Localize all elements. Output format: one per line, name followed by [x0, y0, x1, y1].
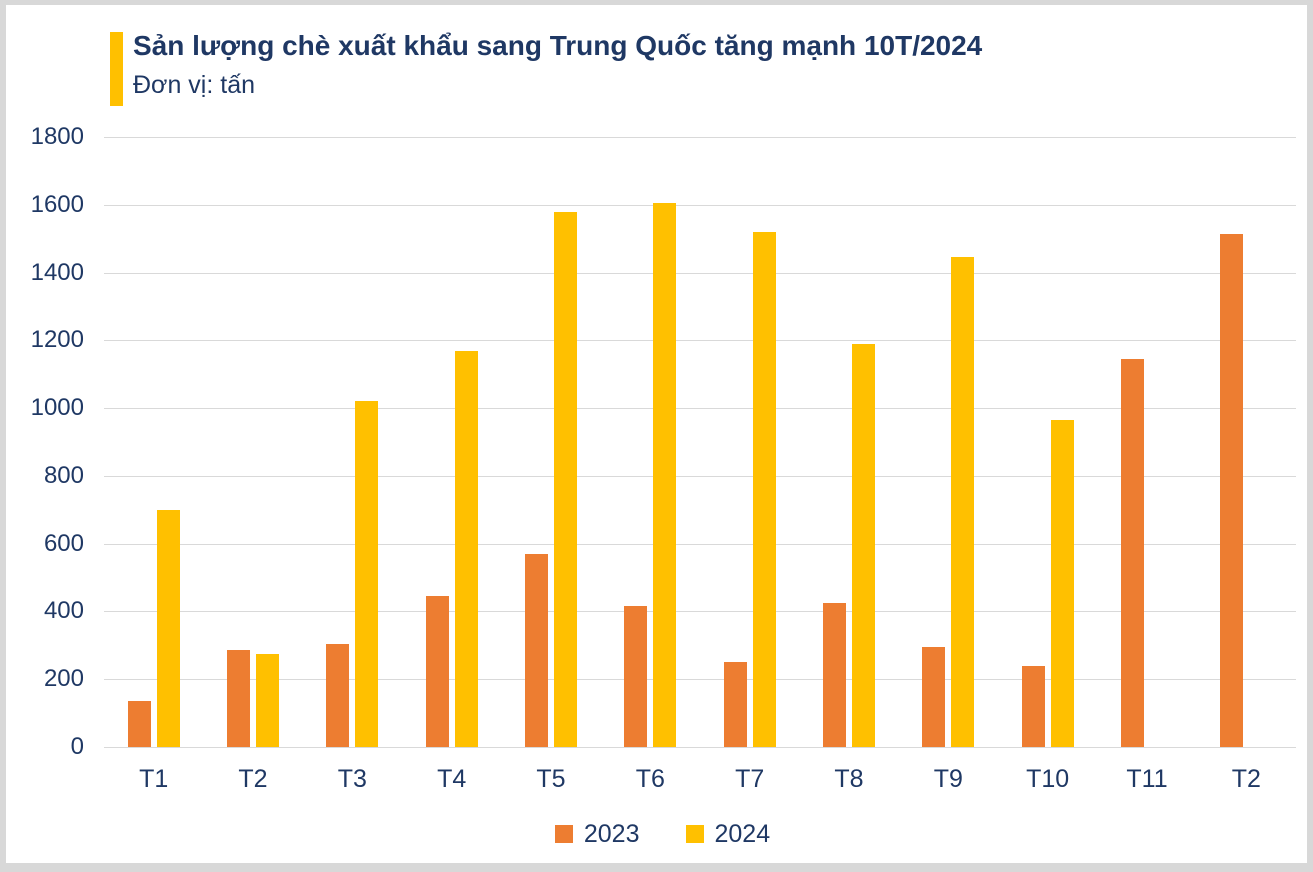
- gridline: [104, 408, 1296, 410]
- x-tick-label-6: T6: [635, 765, 665, 793]
- legend: 2023 2024: [6, 820, 1307, 848]
- bar-group-t2-2: [203, 137, 302, 747]
- bar-2023-t3: [326, 643, 350, 747]
- y-tick-label: 1800: [30, 123, 84, 150]
- bar-2024-t5: [553, 211, 577, 747]
- gridline: [104, 340, 1296, 342]
- y-tick-label: 400: [43, 597, 84, 625]
- title-accent-bar: [110, 32, 123, 106]
- x-tick-label-2: T2: [238, 765, 268, 793]
- legend-swatch-2023: [554, 825, 573, 843]
- x-tick-label-7: T7: [735, 765, 765, 793]
- bar-2023-t9: [922, 647, 946, 747]
- y-tick-label: 0: [70, 733, 84, 760]
- gridline: [104, 611, 1296, 613]
- legend-item-2024: 2024: [685, 820, 771, 848]
- bar-2023-t8: [822, 602, 846, 747]
- bar-group-t3-3: [303, 137, 402, 747]
- x-tick-label-5: T5: [536, 765, 566, 793]
- x-tick-label-4: T4: [437, 765, 467, 793]
- bar-2024-t10: [1050, 419, 1074, 747]
- bar-2024-t9: [951, 257, 975, 747]
- bar-2024-t4: [454, 350, 478, 747]
- bar-2024-t2: [255, 653, 279, 747]
- bar-groups: [104, 137, 1296, 747]
- bar-2023-t1: [127, 701, 151, 747]
- x-tick-label-8: T8: [834, 765, 864, 793]
- plot-area: [104, 137, 1296, 748]
- y-tick-label: 200: [43, 665, 84, 693]
- bar-2023-t4: [425, 596, 449, 747]
- x-tick-label-12: T2: [1231, 765, 1261, 793]
- bar-group-t7-7: [700, 137, 799, 747]
- chart-subtitle: Đơn vị: tấn: [133, 71, 255, 99]
- bar-2024-t6: [653, 203, 677, 747]
- gridline: [104, 475, 1296, 477]
- chart-header: Sản lượng chè xuất khẩu sang Trung Quốc …: [110, 29, 982, 106]
- legend-label-2023: 2023: [583, 820, 640, 848]
- bar-2023-t10: [1021, 665, 1045, 747]
- bar-group-t11-11: [1097, 137, 1196, 747]
- x-tick-label-11: T11: [1126, 765, 1168, 793]
- y-tick-label: 1000: [30, 394, 84, 422]
- gridline: [104, 272, 1296, 274]
- bar-group-t4-4: [402, 137, 501, 747]
- x-tick-label-9: T9: [933, 765, 963, 793]
- bar-2023-t11: [1120, 358, 1144, 747]
- y-axis: 1800 1600 1400 1200 1000 800 600 400 200 0: [6, 123, 84, 760]
- bar-2023-t2: [226, 650, 250, 747]
- bar-2023-t7: [723, 662, 747, 747]
- bar-2024-t1: [156, 509, 180, 747]
- bar-group-t10-10: [998, 137, 1097, 747]
- gridline: [104, 204, 1296, 206]
- y-tick-label: 1200: [30, 326, 84, 354]
- bar-group-t8-8: [799, 137, 898, 747]
- bar-2024-t7: [752, 231, 776, 747]
- y-tick-label: 1400: [30, 258, 84, 286]
- bar-group-t1-1: [104, 137, 203, 747]
- header-text: Sản lượng chè xuất khẩu sang Trung Quốc …: [133, 29, 982, 99]
- bar-2023-t5: [524, 553, 548, 747]
- bar-group-t2-12: [1197, 137, 1296, 747]
- chart-title: Sản lượng chè xuất khẩu sang Trung Quốc …: [133, 30, 983, 61]
- bar-2023-t6: [624, 606, 648, 747]
- y-tick-label: 600: [43, 529, 84, 557]
- gridline: [104, 543, 1296, 545]
- bar-2024-t8: [851, 343, 875, 747]
- bar-group-t6-6: [601, 137, 700, 747]
- bar-2023-t2: [1220, 233, 1244, 747]
- x-tick-label-1: T1: [139, 765, 169, 793]
- y-tick-label: 1600: [30, 190, 84, 218]
- bar-group-t5-5: [501, 137, 600, 747]
- x-axis: T1 T2 T3 T4 T5 T6 T7 T8 T9 T10 T11 T2: [104, 763, 1296, 795]
- gridline: [104, 747, 1296, 748]
- bar-group-t9-9: [899, 137, 998, 747]
- legend-label-2024: 2024: [714, 820, 771, 848]
- y-tick-label: 800: [43, 461, 84, 489]
- bar-2024-t3: [355, 401, 379, 747]
- legend-swatch-2024: [685, 825, 704, 843]
- x-tick-label-10: T10: [1026, 765, 1070, 793]
- gridline: [104, 137, 1296, 138]
- gridline: [104, 679, 1296, 681]
- legend-item-2023: 2023: [554, 820, 640, 848]
- x-tick-label-3: T3: [337, 765, 367, 793]
